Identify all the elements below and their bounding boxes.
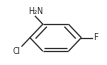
Text: H₂N: H₂N	[28, 7, 43, 16]
Text: Cl: Cl	[13, 47, 21, 56]
Text: F: F	[93, 33, 98, 42]
